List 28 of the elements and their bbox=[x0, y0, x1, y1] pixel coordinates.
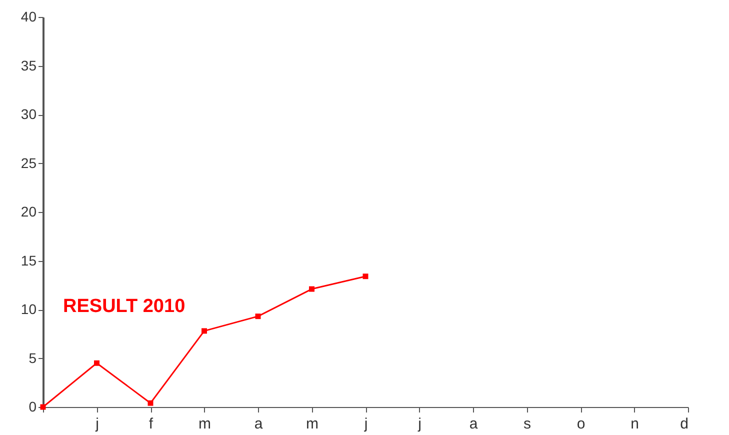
y-tick-label: 10 bbox=[20, 301, 37, 317]
y-tick-label: 15 bbox=[20, 252, 37, 268]
y-tick-label: 35 bbox=[20, 57, 37, 74]
x-tick-label: d bbox=[680, 416, 688, 432]
x-tick-label: n bbox=[630, 416, 639, 432]
x-tick-label: m bbox=[306, 416, 318, 432]
x-tick-label: o bbox=[576, 416, 586, 432]
x-tick-label: j bbox=[363, 416, 368, 432]
y-tick-label: 25 bbox=[20, 154, 37, 171]
point bbox=[255, 314, 261, 320]
x-tick-label: a bbox=[254, 416, 264, 432]
point bbox=[362, 274, 368, 280]
point bbox=[94, 360, 100, 366]
point bbox=[309, 286, 314, 292]
x-tick-label: f bbox=[148, 416, 154, 432]
x-tick-label: j bbox=[417, 416, 422, 432]
y-tick-label: 30 bbox=[20, 106, 37, 122]
annotation: RESULT 2010 bbox=[63, 296, 186, 317]
x-tick-label: a bbox=[469, 416, 478, 432]
y-tick-label: 40 bbox=[20, 8, 37, 24]
x-tick-label: m bbox=[198, 416, 211, 432]
point bbox=[202, 328, 207, 334]
y-tick-label: 5 bbox=[28, 350, 37, 366]
y-tick-label: 20 bbox=[20, 204, 37, 220]
point bbox=[148, 400, 154, 406]
y-tick-label: 0 bbox=[28, 398, 37, 414]
x-tick-label: j bbox=[94, 416, 99, 432]
x-tick-label: s bbox=[524, 416, 531, 432]
